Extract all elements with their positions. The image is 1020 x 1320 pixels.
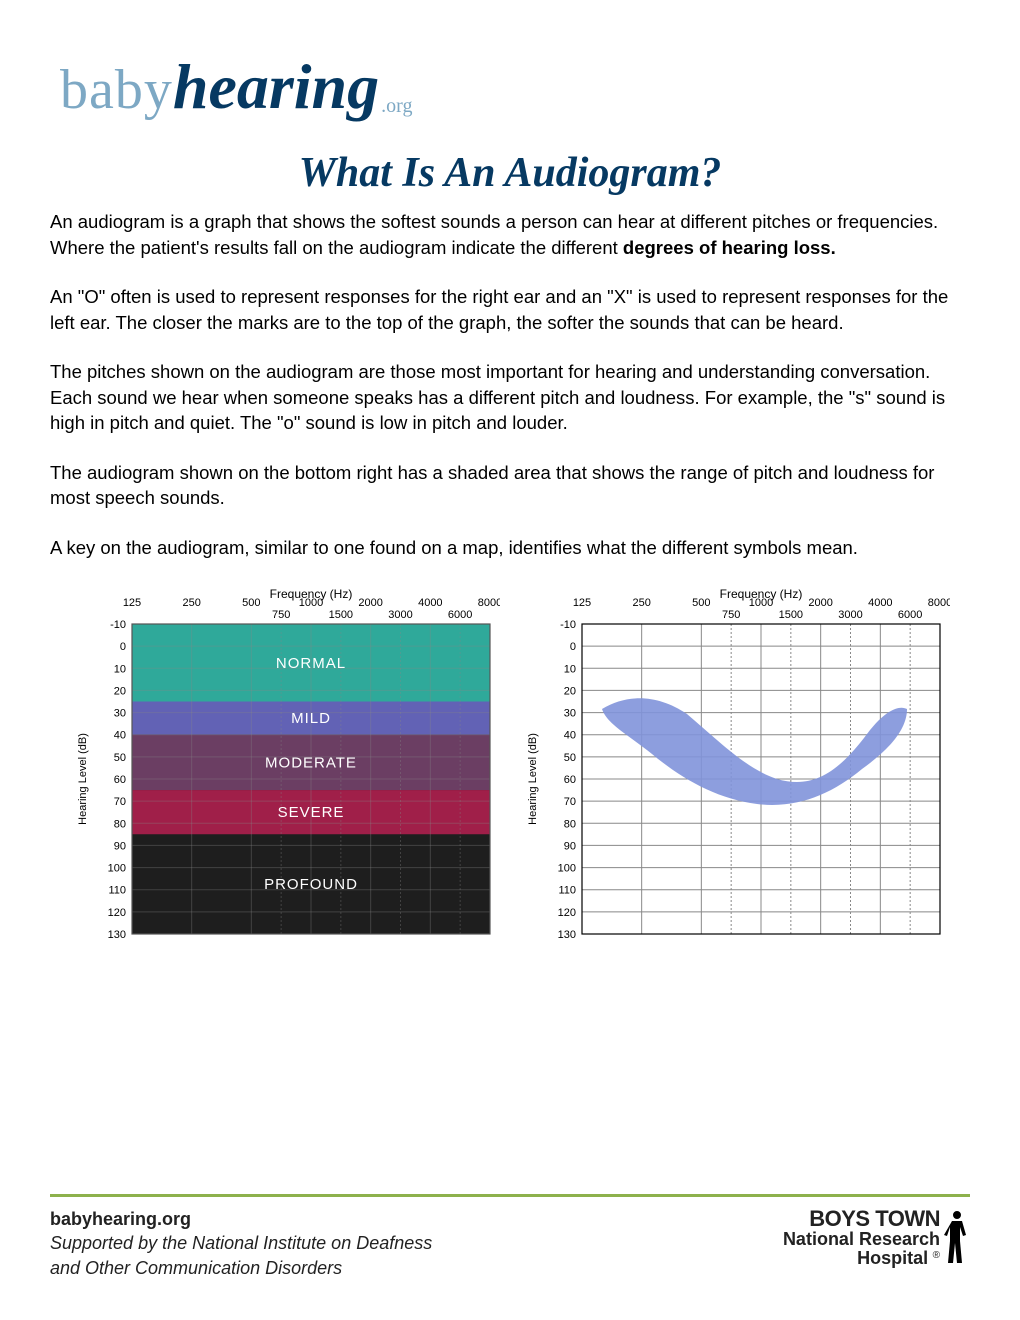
svg-text:50: 50 [114, 752, 126, 764]
left-audiogram-chart: NORMALMILDMODERATESEVEREPROFOUNDFrequenc… [70, 584, 500, 949]
svg-text:-10: -10 [560, 619, 576, 631]
footer-support-a: Supported by the National Institute on D… [50, 1231, 432, 1255]
svg-text:110: 110 [108, 885, 126, 897]
svg-text:4000: 4000 [418, 597, 442, 609]
svg-text:110: 110 [558, 885, 576, 897]
svg-text:3000: 3000 [838, 609, 862, 621]
svg-text:40: 40 [114, 730, 126, 742]
footer-content: babyhearing.org Supported by the Nationa… [50, 1207, 970, 1280]
svg-text:NORMAL: NORMAL [276, 655, 346, 672]
svg-text:250: 250 [182, 597, 200, 609]
svg-text:20: 20 [114, 686, 126, 698]
svg-text:0: 0 [570, 641, 576, 653]
svg-text:130: 130 [558, 929, 576, 941]
p1-bold: degrees of hearing loss. [623, 237, 836, 258]
svg-text:250: 250 [632, 597, 650, 609]
logo-baby-text: baby [60, 59, 173, 121]
registered-icon: ® [933, 1250, 940, 1261]
svg-text:500: 500 [242, 597, 260, 609]
footer-support-b: and Other Communication Disorders [50, 1256, 432, 1280]
svg-text:100: 100 [558, 863, 576, 875]
paragraph-4: The audiogram shown on the bottom right … [50, 460, 970, 511]
svg-text:125: 125 [123, 597, 141, 609]
svg-text:70: 70 [564, 796, 576, 808]
svg-text:120: 120 [558, 907, 576, 919]
paragraph-5: A key on the audiogram, similar to one f… [50, 535, 970, 561]
svg-text:3000: 3000 [388, 609, 412, 621]
boystown-text: BOYS TOWN [783, 1207, 940, 1230]
svg-text:SEVERE: SEVERE [278, 804, 345, 821]
paragraph-1: An audiogram is a graph that shows the s… [50, 209, 970, 260]
svg-text:90: 90 [564, 841, 576, 853]
svg-text:60: 60 [564, 774, 576, 786]
brand-logo: babyhearing.org [60, 50, 970, 124]
svg-text:80: 80 [114, 818, 126, 830]
right-audiogram-chart: Frequency (Hz)Hearing Level (dB)12525050… [520, 584, 950, 949]
footer-url: babyhearing.org [50, 1207, 432, 1231]
paragraph-2: An "O" often is used to represent respon… [50, 284, 970, 335]
svg-text:Hearing Level (dB): Hearing Level (dB) [527, 733, 539, 825]
logo-hearing-text: hearing [173, 51, 379, 122]
svg-text:-10: -10 [110, 619, 126, 631]
right-chart-svg: Frequency (Hz)Hearing Level (dB)12525050… [520, 584, 950, 944]
svg-text:1000: 1000 [299, 597, 323, 609]
svg-text:750: 750 [722, 609, 740, 621]
charts-row: NORMALMILDMODERATESEVEREPROFOUNDFrequenc… [50, 584, 970, 949]
svg-text:130: 130 [108, 929, 126, 941]
logo-org-text: .org [381, 95, 412, 117]
svg-text:100: 100 [108, 863, 126, 875]
svg-text:6000: 6000 [898, 609, 922, 621]
paragraph-3: The pitches shown on the audiogram are t… [50, 359, 970, 436]
svg-text:1000: 1000 [749, 597, 773, 609]
svg-text:8000: 8000 [928, 597, 950, 609]
page-title: What Is An Audiogram? [50, 149, 970, 197]
svg-text:2000: 2000 [358, 597, 382, 609]
svg-text:40: 40 [564, 730, 576, 742]
svg-text:90: 90 [114, 841, 126, 853]
body-content: An audiogram is a graph that shows the s… [50, 209, 970, 560]
svg-text:2000: 2000 [808, 597, 832, 609]
svg-text:0: 0 [120, 641, 126, 653]
footer-left: babyhearing.org Supported by the Nationa… [50, 1207, 432, 1280]
footer-divider [50, 1194, 970, 1197]
svg-text:20: 20 [564, 686, 576, 698]
svg-text:30: 30 [564, 708, 576, 720]
svg-text:10: 10 [114, 663, 126, 675]
svg-text:4000: 4000 [868, 597, 892, 609]
page-footer: babyhearing.org Supported by the Nationa… [50, 1194, 970, 1280]
svg-text:120: 120 [108, 907, 126, 919]
hospital-text: Hospital [857, 1248, 928, 1268]
svg-text:500: 500 [692, 597, 710, 609]
svg-text:MILD: MILD [291, 710, 331, 727]
svg-text:8000: 8000 [478, 597, 500, 609]
svg-text:Hearing Level (dB): Hearing Level (dB) [77, 733, 89, 825]
svg-text:60: 60 [114, 774, 126, 786]
svg-text:750: 750 [272, 609, 290, 621]
svg-text:70: 70 [114, 796, 126, 808]
svg-text:1500: 1500 [779, 609, 803, 621]
left-chart-svg: NORMALMILDMODERATESEVEREPROFOUNDFrequenc… [70, 584, 500, 944]
svg-text:125: 125 [573, 597, 591, 609]
svg-text:PROFOUND: PROFOUND [264, 876, 358, 893]
svg-text:1500: 1500 [329, 609, 353, 621]
svg-text:80: 80 [564, 818, 576, 830]
svg-text:6000: 6000 [448, 609, 472, 621]
svg-text:10: 10 [564, 663, 576, 675]
child-silhouette-icon [944, 1209, 970, 1267]
svg-text:MODERATE: MODERATE [265, 755, 357, 772]
national-research-text: National Research [783, 1230, 940, 1249]
svg-text:50: 50 [564, 752, 576, 764]
footer-sponsor-logo: BOYS TOWN National Research Hospital ® [783, 1207, 970, 1269]
svg-text:30: 30 [114, 708, 126, 720]
